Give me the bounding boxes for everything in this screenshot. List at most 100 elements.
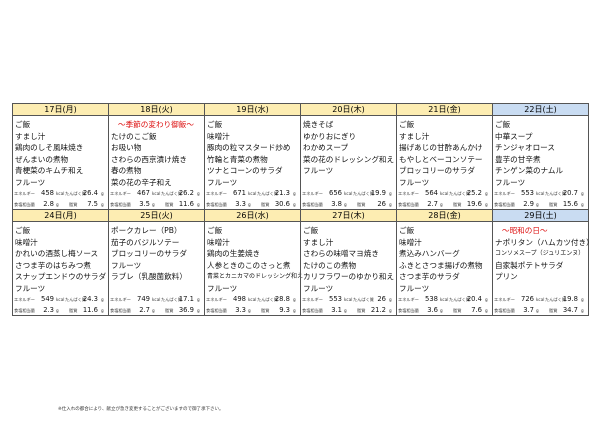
fat-label: 脂質 xyxy=(357,308,366,313)
energy-value: 749 xyxy=(137,295,150,303)
fat-label: 脂質 xyxy=(165,202,174,207)
salt-label: 食塩相当量 xyxy=(302,308,323,313)
menu-item: ブロッコリーのサラダ xyxy=(399,166,475,176)
menu-item: 茄子のバジルソテー xyxy=(111,237,180,247)
menu-item: 春の煮物 xyxy=(111,166,142,176)
fat-value: 11.6 xyxy=(178,200,194,208)
protein-label: たんぱく質 xyxy=(353,297,374,302)
menu-item: フルーツ xyxy=(303,166,334,176)
menu-item: すまし汁 xyxy=(399,131,430,141)
unit: kcal xyxy=(440,191,449,196)
energy-value: 553 xyxy=(521,189,534,197)
fat-value: 7.6 xyxy=(471,306,482,314)
salt-label: 食塩相当量 xyxy=(14,202,35,207)
menu-item: 味噌汁 xyxy=(207,237,230,247)
protein-value: 26.4 xyxy=(82,189,98,197)
unit: g xyxy=(293,191,296,196)
unit: g xyxy=(389,191,392,196)
menu-item: 焼きそば xyxy=(303,120,334,129)
salt-label: 食塩相当量 xyxy=(110,308,131,313)
salt-value: 3.1 xyxy=(331,306,342,314)
menu-item: 青菜とカニカマのドレッシング和え xyxy=(207,273,304,281)
menu-item: ご飯 xyxy=(15,226,31,235)
menu-item: ゆかりおにぎり xyxy=(303,131,357,141)
protein-value: 17.1 xyxy=(178,295,194,303)
energy-label: エネルギー xyxy=(14,297,35,302)
unit: kcal xyxy=(56,191,65,196)
menu-item: フルーツ xyxy=(111,260,142,270)
unit: g xyxy=(389,308,392,313)
unit: kcal xyxy=(248,297,257,302)
salt-value: 2.9 xyxy=(523,200,534,208)
salt-value: 3.3 xyxy=(235,200,246,208)
menu-item: さつま芋のサラダ xyxy=(399,272,460,282)
fat-label: 脂質 xyxy=(261,308,270,313)
menu-item: ブロッコリーのサラダ xyxy=(111,249,187,259)
menu-item: 青梗菜のキムチ和え xyxy=(15,166,84,176)
protein-value: 19.9 xyxy=(370,189,386,197)
protein-value: 21.3 xyxy=(274,189,290,197)
unit: g xyxy=(344,308,347,313)
energy-label: エネルギー xyxy=(206,297,227,302)
date-header: 21日(金) xyxy=(396,103,493,116)
unit: g xyxy=(440,308,443,313)
menu-note: ～昭和の日～ xyxy=(502,226,548,235)
menu-item: お吸い物 xyxy=(111,143,142,153)
energy-value: 538 xyxy=(425,295,438,303)
menu-item: さわらの西京漬け焼き xyxy=(111,154,187,164)
date-header: 18日(火) xyxy=(108,103,205,116)
date-header: 29日(土) xyxy=(492,209,589,222)
menu-item: 中華スープ xyxy=(495,131,533,141)
unit: g xyxy=(101,308,104,313)
menu-item: フルーツ xyxy=(207,284,238,293)
protein-label: たんぱく質 xyxy=(449,297,470,302)
fat-label: 脂質 xyxy=(549,202,558,207)
menu-item: ふきとさつま揚げの煮物 xyxy=(399,260,483,270)
menu-item: 豊芋の甘辛煮 xyxy=(495,154,541,164)
protein-label: たんぱく質 xyxy=(161,297,182,302)
salt-value: 2.7 xyxy=(139,306,150,314)
menu-item: 味噌汁 xyxy=(15,237,38,247)
date-header: 27日(木) xyxy=(300,209,397,222)
fat-label: 脂質 xyxy=(69,202,78,207)
protein-value: 19.8 xyxy=(562,295,578,303)
unit: g xyxy=(197,297,200,302)
menu-item: ナポリタン（ハムカツ付き） xyxy=(495,237,594,247)
salt-label: 食塩相当量 xyxy=(398,308,419,313)
menu-item: 菜の花の辛子和え xyxy=(111,178,172,187)
unit: g xyxy=(293,297,296,302)
salt-value: 2.3 xyxy=(43,306,54,314)
energy-label: エネルギー xyxy=(302,191,323,196)
menu-item: もやしとベーコンソテー xyxy=(399,154,483,164)
salt-value: 2.8 xyxy=(43,200,54,208)
unit: g xyxy=(248,308,251,313)
menu-item: コンソメスープ（ジュリエンヌ） xyxy=(495,250,585,258)
unit: g xyxy=(101,191,104,196)
protein-label: たんぱく質 xyxy=(65,297,86,302)
menu-item: フルーツ xyxy=(399,284,430,293)
energy-label: エネルギー xyxy=(206,191,227,196)
salt-value: 3.6 xyxy=(427,306,438,314)
salt-label: 食塩相当量 xyxy=(494,202,515,207)
fat-value: 19.6 xyxy=(466,200,482,208)
menu-item: 揚げあじの甘酢あんかけ xyxy=(399,143,483,153)
salt-value: 2.7 xyxy=(427,200,438,208)
energy-label: エネルギー xyxy=(302,297,323,302)
salt-label: 食塩相当量 xyxy=(494,308,515,313)
fat-label: 脂質 xyxy=(357,202,366,207)
salt-label: 食塩相当量 xyxy=(206,202,227,207)
unit: g xyxy=(536,308,539,313)
energy-value: 656 xyxy=(329,189,342,197)
salt-label: 食塩相当量 xyxy=(302,202,323,207)
footnote: ※仕入れの都合により、献立が急き変更することがございますので御了承下さい。 xyxy=(58,407,224,412)
fat-value: 15.6 xyxy=(562,200,578,208)
unit: g xyxy=(389,202,392,207)
menu-item: ラブレ（乳酸菌飲料） xyxy=(111,272,187,282)
energy-value: 498 xyxy=(233,295,246,303)
unit: g xyxy=(152,308,155,313)
energy-label: エネルギー xyxy=(494,191,515,196)
menu-item: チンゲン菜のナムル xyxy=(495,166,564,176)
salt-label: 食塩相当量 xyxy=(110,202,131,207)
energy-value: 564 xyxy=(425,189,438,197)
